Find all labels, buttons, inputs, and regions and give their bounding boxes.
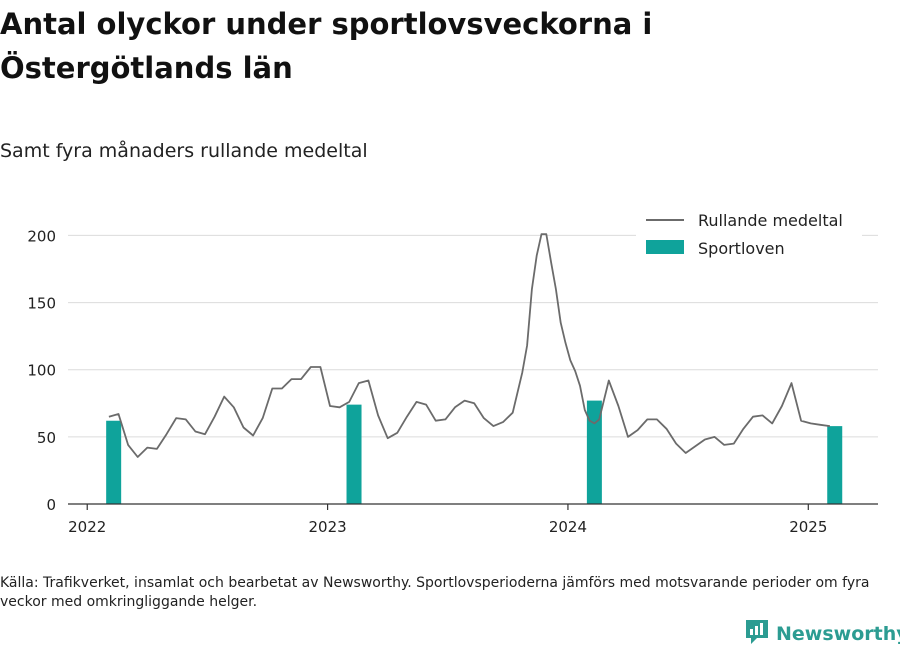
brand-name: Newsworthy [776,623,900,645]
y-tick-label: 0 [46,496,56,514]
chart-title: Antal olyckor under sportlovsveckorna i … [0,7,653,85]
legend-label-line: Rullande medeltal [698,211,843,230]
legend-label-bar: Sportloven [698,239,785,258]
bar [827,426,843,504]
bar [106,420,122,504]
rolling-average-line [108,233,831,458]
chart: 0 50 100 150 200 2022 2023 2024 2025 Rullande med… [27,210,878,536]
y-tick-label: 50 [37,429,56,447]
bar [346,404,362,504]
x-tick-label: 2024 [549,518,587,536]
chart-subtitle: Samt fyra månaders rullande medeltal [0,140,368,162]
x-tick-label: 2022 [68,518,106,536]
y-tick-label: 150 [27,295,56,313]
source-note: Källa: Trafikverket, insamlat och bearbe… [0,575,870,610]
bar [586,400,602,504]
brand-logo: Newsworthy [744,618,900,650]
y-tick-label: 200 [27,227,56,245]
y-tick-label: 100 [27,362,56,380]
legend-bar-swatch [646,240,684,254]
newsworthy-logo-icon [744,618,770,650]
x-tick-label: 2025 [789,518,827,536]
x-tick-label: 2023 [308,518,346,536]
